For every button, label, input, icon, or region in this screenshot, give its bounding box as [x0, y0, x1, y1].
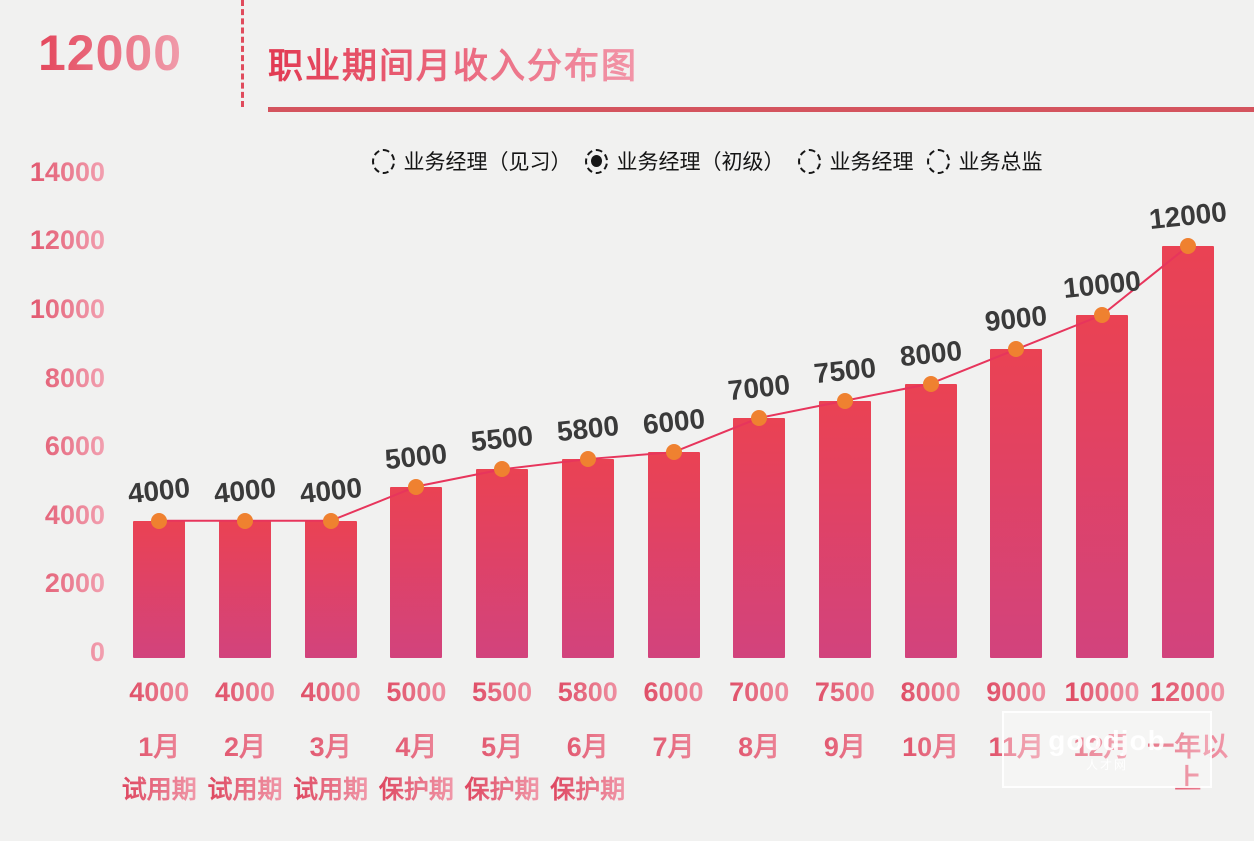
x-value-label: 7500: [800, 676, 890, 708]
data-point-dot: [1094, 307, 1110, 323]
bar-value-label: 12000: [1147, 196, 1228, 236]
data-point-dot: [751, 409, 768, 426]
data-point-dot: [836, 392, 853, 409]
x-value-label: 5500: [457, 676, 547, 708]
y-axis-tick-label: 4000: [5, 499, 105, 531]
legend-item-1[interactable]: 业务经理（初级）: [584, 146, 785, 176]
legend-item-label: 业务经理（初级）: [616, 151, 785, 174]
series-radio-legend: 业务经理（见习） 业务经理（初级） 业务经理 业务总监: [160, 146, 1254, 176]
x-period-label: 保护期: [457, 775, 547, 805]
title-underline: [268, 107, 1254, 112]
x-month-label: 9月: [800, 731, 890, 763]
bar-7月: [647, 452, 700, 658]
x-value-label: 4000: [114, 676, 204, 708]
radio-selected-icon[interactable]: [584, 148, 608, 174]
x-value-label: 9000: [971, 676, 1061, 708]
bar-10月: [904, 383, 957, 658]
x-value-label: 5000: [371, 676, 461, 708]
x-month-label: 7月: [629, 731, 719, 763]
watermark: goodjob 人才网: [1002, 711, 1212, 788]
x-period-label: 保护期: [543, 775, 633, 805]
y-axis-tick-label: 12000: [5, 224, 105, 256]
legend-item-label: 业务经理: [829, 151, 914, 174]
header-big-number: 12000: [38, 25, 183, 81]
bar-12月: [1076, 315, 1128, 658]
page-title: 职业期间月收入分布图: [268, 38, 638, 89]
legend-item-label: 业务总监: [958, 151, 1043, 174]
x-value-label: 7000: [714, 676, 804, 708]
bar-8月: [733, 417, 786, 658]
header-divider: [241, 0, 244, 107]
data-point-dot: [408, 478, 425, 495]
y-axis-tick-label: 8000: [5, 362, 105, 394]
bar-1月: [133, 520, 186, 658]
x-value-label: 4000: [286, 676, 376, 708]
y-axis-tick-label: 0: [5, 636, 105, 668]
bar-5月: [476, 469, 529, 658]
bar-4月: [390, 486, 443, 658]
legend-item-label: 业务经理（见习）: [403, 151, 572, 174]
x-value-label: 12000: [1143, 676, 1233, 708]
bar-一年以上: [1161, 246, 1214, 658]
legend-item-2[interactable]: 业务经理: [797, 146, 914, 176]
x-period-label: 试用期: [286, 775, 376, 805]
x-period-label: 试用期: [114, 775, 204, 805]
x-value-label: 4000: [200, 676, 290, 708]
x-value-label: 5800: [543, 676, 633, 708]
y-axis-tick-label: 6000: [5, 430, 105, 462]
legend-item-0[interactable]: 业务经理（见习）: [371, 146, 572, 176]
x-value-label: 10000: [1057, 676, 1147, 708]
data-point-dot: [1179, 238, 1196, 255]
bar-9月: [818, 400, 871, 658]
watermark-logo-text: goodjob: [1048, 724, 1166, 756]
y-axis-tick-label: 10000: [5, 293, 105, 325]
x-month-label: 1月: [114, 731, 204, 763]
x-month-label: 11月: [971, 731, 1061, 763]
data-point-dot: [579, 451, 596, 468]
x-month-label: 3月: [286, 731, 376, 763]
bar-3月: [304, 520, 357, 658]
radio-icon[interactable]: [371, 148, 395, 174]
data-point-dot: [922, 375, 939, 392]
data-point-dot: [237, 512, 253, 529]
data-point-dot: [322, 512, 339, 529]
x-month-label: 一年以上: [1143, 731, 1233, 796]
x-value-label: 8000: [886, 676, 976, 708]
bar-6月: [561, 459, 614, 658]
x-month-label: 6月: [543, 731, 633, 763]
data-point-dot: [151, 512, 168, 529]
data-point-dot: [665, 444, 682, 461]
x-period-label: 试用期: [200, 775, 290, 805]
x-month-label: 12月: [1057, 731, 1147, 763]
x-month-label: 10月: [886, 731, 976, 763]
x-value-label: 6000: [629, 676, 719, 708]
x-period-label: 保护期: [371, 775, 461, 805]
x-month-label: 4月: [371, 731, 461, 763]
x-month-label: 2月: [200, 731, 290, 763]
radio-icon[interactable]: [926, 148, 950, 174]
x-month-label: 5月: [457, 731, 547, 763]
bar-11月: [990, 349, 1043, 658]
bar-2月: [219, 520, 271, 658]
y-axis-tick-label: 2000: [5, 567, 105, 599]
x-month-label: 8月: [714, 731, 804, 763]
bar-value-label: 10000: [1061, 265, 1143, 304]
y-axis-tick-label: 14000: [5, 156, 105, 188]
legend-item-3[interactable]: 业务总监: [926, 146, 1043, 176]
radio-icon[interactable]: [797, 148, 821, 174]
watermark-sub-text: 人才网: [1085, 758, 1128, 773]
